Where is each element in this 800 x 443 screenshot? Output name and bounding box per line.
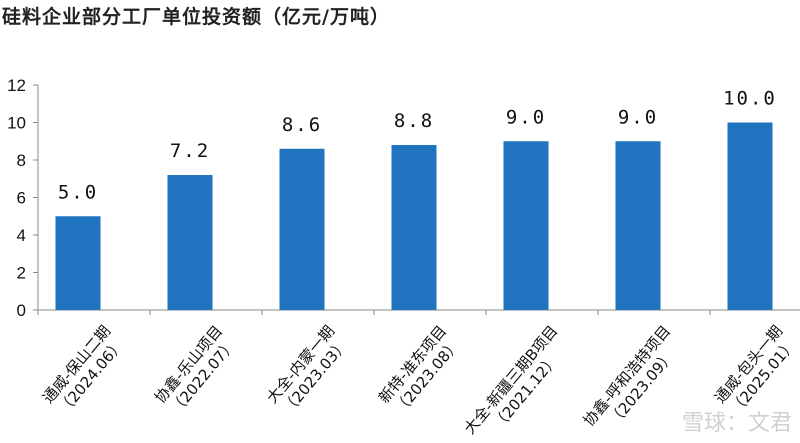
watermark: 雪球：文君: [681, 411, 792, 436]
y-tick-label: 2: [17, 264, 26, 283]
data-label: 8.8: [394, 110, 434, 132]
bar: [727, 122, 773, 310]
data-label: 7.2: [170, 140, 210, 162]
y-tick-label: 6: [17, 189, 26, 208]
y-tick-label: 8: [17, 151, 26, 170]
y-tick-label: 0: [17, 301, 26, 320]
bar: [615, 141, 661, 310]
data-label: 5.0: [58, 181, 98, 203]
y-tick-label: 10: [7, 114, 26, 133]
bar: [55, 216, 101, 310]
data-label: 9.0: [618, 106, 658, 128]
data-label: 8.6: [282, 114, 322, 136]
bar: [167, 175, 213, 310]
y-tick-label: 4: [17, 226, 26, 245]
bar: [503, 141, 549, 310]
y-tick-label: 12: [7, 76, 26, 95]
bar: [279, 148, 325, 310]
chart-title: 硅料企业部分工厂单位投资额（亿元/万吨）: [2, 6, 390, 28]
data-label: 9.0: [506, 106, 546, 128]
bar: [391, 145, 437, 310]
data-label: 10.0: [723, 88, 777, 110]
